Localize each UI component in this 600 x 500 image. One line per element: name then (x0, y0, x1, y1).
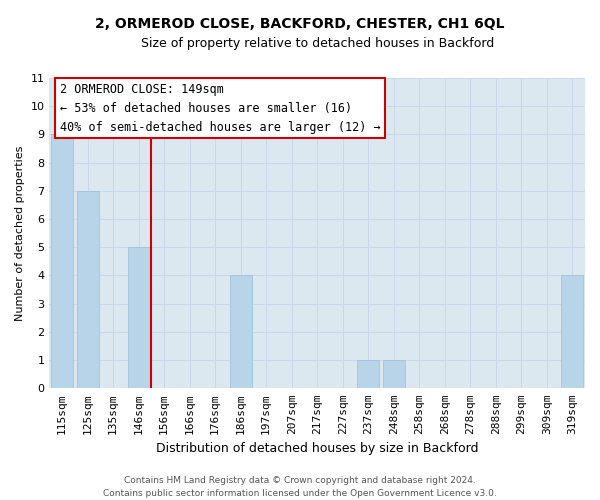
Bar (230, 276, 251, 388)
Bar (52, 134, 73, 388)
X-axis label: Distribution of detached houses by size in Backford: Distribution of detached houses by size … (156, 442, 478, 455)
Bar (383, 360, 404, 388)
Bar (77, 191, 98, 388)
Text: Contains HM Land Registry data © Crown copyright and database right 2024.
Contai: Contains HM Land Registry data © Crown c… (103, 476, 497, 498)
Y-axis label: Number of detached properties: Number of detached properties (15, 146, 25, 321)
Text: 2, ORMEROD CLOSE, BACKFORD, CHESTER, CH1 6QL: 2, ORMEROD CLOSE, BACKFORD, CHESTER, CH1… (95, 18, 505, 32)
Bar (128, 248, 149, 388)
Bar (358, 360, 379, 388)
Bar (562, 276, 583, 388)
Title: Size of property relative to detached houses in Backford: Size of property relative to detached ho… (140, 38, 494, 51)
Text: 2 ORMEROD CLOSE: 149sqm
← 53% of detached houses are smaller (16)
40% of semi-de: 2 ORMEROD CLOSE: 149sqm ← 53% of detache… (60, 82, 381, 134)
